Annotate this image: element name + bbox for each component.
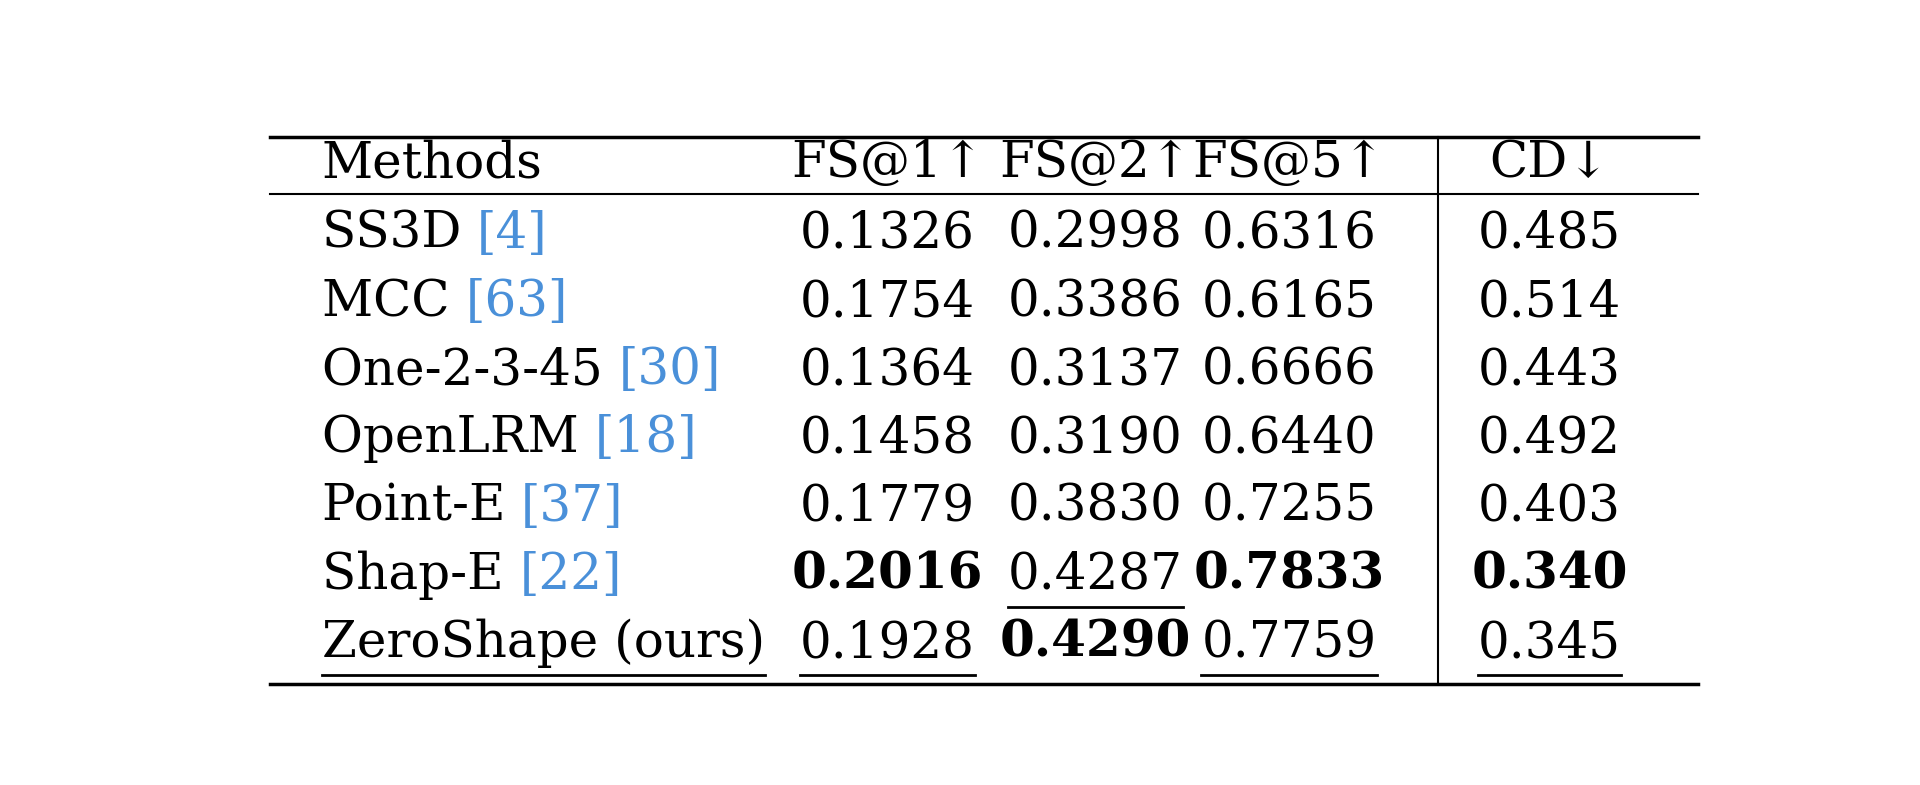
Text: 0.6440: 0.6440 — [1202, 414, 1377, 463]
Text: 0.2016: 0.2016 — [791, 550, 983, 600]
Text: 0.6666: 0.6666 — [1202, 346, 1377, 395]
Text: 0.3830: 0.3830 — [1008, 482, 1183, 531]
Text: 0.4287: 0.4287 — [1008, 550, 1183, 600]
Text: 0.7833: 0.7833 — [1194, 550, 1384, 600]
Text: [18]: [18] — [595, 414, 697, 463]
Text: 0.4290: 0.4290 — [1000, 619, 1190, 668]
Text: 0.3386: 0.3386 — [1008, 278, 1183, 327]
Text: 0.340: 0.340 — [1471, 550, 1628, 600]
Text: [30]: [30] — [618, 346, 720, 395]
Text: 0.485: 0.485 — [1478, 210, 1620, 259]
Text: FS@5↑: FS@5↑ — [1192, 139, 1386, 188]
Text: 0.2998: 0.2998 — [1008, 210, 1183, 259]
Text: SS3D: SS3D — [323, 210, 476, 259]
Text: Shap-E: Shap-E — [323, 550, 518, 600]
Text: FS@1↑: FS@1↑ — [791, 139, 983, 188]
Text: MCC: MCC — [323, 278, 465, 327]
Text: 0.1326: 0.1326 — [801, 210, 975, 259]
Text: [63]: [63] — [465, 278, 568, 327]
Text: 0.6165: 0.6165 — [1202, 278, 1377, 327]
Text: 0.7255: 0.7255 — [1202, 482, 1377, 531]
Text: [37]: [37] — [520, 482, 624, 531]
Text: 0.7759: 0.7759 — [1202, 619, 1377, 668]
Text: 0.1754: 0.1754 — [801, 278, 975, 327]
Text: 0.3190: 0.3190 — [1008, 414, 1183, 463]
Text: 0.1779: 0.1779 — [801, 482, 975, 531]
Text: 0.6316: 0.6316 — [1202, 210, 1377, 259]
Text: ZeroShape (ours): ZeroShape (ours) — [323, 619, 764, 668]
Text: 0.403: 0.403 — [1478, 482, 1620, 531]
Text: 0.1458: 0.1458 — [801, 414, 975, 463]
Text: [22]: [22] — [518, 550, 622, 600]
Text: 0.3137: 0.3137 — [1008, 346, 1183, 395]
Text: FS@2↑: FS@2↑ — [998, 139, 1192, 188]
Text: Point-E: Point-E — [323, 482, 520, 531]
Text: 0.443: 0.443 — [1478, 346, 1620, 395]
Text: CD↓: CD↓ — [1490, 139, 1609, 188]
Text: OpenLRM: OpenLRM — [323, 414, 595, 463]
Text: 0.345: 0.345 — [1478, 619, 1620, 668]
Text: 0.1364: 0.1364 — [801, 346, 975, 395]
Text: [4]: [4] — [476, 210, 547, 259]
Text: 0.1928: 0.1928 — [801, 619, 975, 668]
Text: One-2-3-45: One-2-3-45 — [323, 346, 618, 395]
Text: Methods: Methods — [323, 139, 543, 188]
Text: 0.492: 0.492 — [1478, 414, 1620, 463]
Text: 0.514: 0.514 — [1478, 278, 1620, 327]
